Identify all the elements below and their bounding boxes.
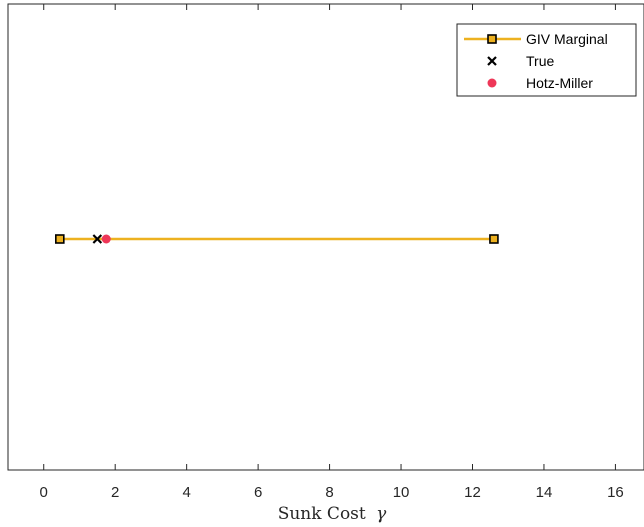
legend-label: GIV Marginal [526, 31, 608, 47]
legend-box [456, 23, 637, 97]
legend-item: Hotz-Miller [487, 75, 593, 91]
x-tick-label: 8 [325, 484, 333, 501]
legend: GIV Marginal True Hotz-Miller [456, 23, 637, 97]
x-tick-label: 4 [182, 484, 190, 501]
series-layer [55, 234, 499, 244]
x-tick-label: 0 [40, 484, 48, 501]
giv-marginal-point [55, 234, 65, 244]
x-tick-label: 16 [607, 484, 624, 501]
legend-label: True [526, 53, 554, 69]
x-tick-label: 6 [254, 484, 262, 501]
x-tick-label: 14 [536, 484, 553, 501]
legend-square-marker [487, 34, 497, 44]
legend-item: GIV Marginal [464, 31, 608, 47]
legend-circle-marker [487, 78, 497, 88]
x-axis-label-symbol: γ [376, 504, 387, 524]
legend-x-marker [487, 56, 497, 66]
hotz-miller-point [101, 234, 111, 244]
x-axis-ticks: 0 2 4 6 8 10 12 14 16 [40, 4, 624, 501]
x-axis-label-text: Sunk Cost [278, 504, 366, 524]
x-tick-label: 10 [393, 484, 410, 501]
legend-item: True [487, 53, 554, 69]
x-tick-label: 12 [464, 484, 481, 501]
true-point [92, 234, 103, 244]
giv-marginal-point [489, 234, 499, 244]
x-tick-label: 2 [111, 484, 119, 501]
legend-label: Hotz-Miller [526, 75, 593, 91]
x-axis-label: Sunk Cost γ [278, 504, 387, 524]
